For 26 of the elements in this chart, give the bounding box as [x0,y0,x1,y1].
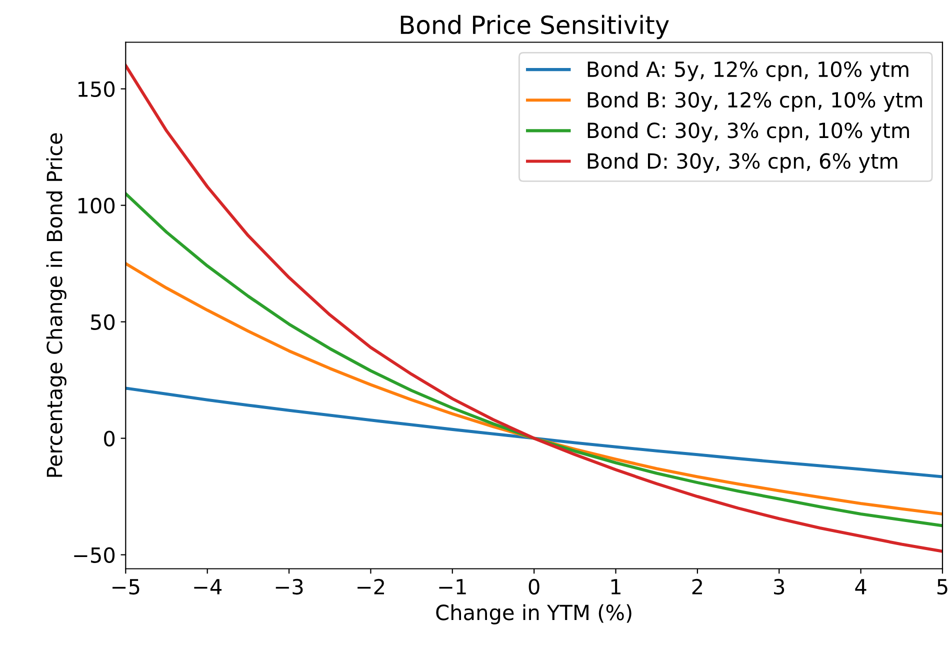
legend-label: Bond D: 30y, 3% cpn, 6% ytm [588,152,898,173]
x-tick-label: 2 [692,578,702,594]
x-tick-label: −1 [439,579,466,594]
x-tick-label: −3 [276,578,303,595]
x-axis-title: Change in YTM (%) [436,604,632,624]
line-series [126,192,942,528]
line-series [126,386,942,478]
x-tick-label: 4 [855,579,866,594]
x-tick-label: −4 [194,579,222,594]
y-tick-label: 150 [78,81,115,98]
chart-title: Bond Price Sensitivity [400,14,669,40]
legend-label: Bond B: 30y, 12% cpn, 10% ytm [588,92,922,112]
y-axis-title: Percentage Change in Bond Price [46,133,66,477]
x-tick-label: 0 [528,578,540,595]
x-tick-label: 1 [611,579,620,594]
x-tick-label: −5 [112,579,140,595]
legend-label: Bond A: 5y, 12% cpn, 10% ytm [588,61,908,82]
legend-label: Bond C: 30y, 3% cpn, 10% ytm [588,122,909,142]
y-tick-label: 50 [91,314,115,330]
y-tick-label: −50 [74,547,115,563]
line-series [126,262,942,516]
x-tick-label: 3 [774,578,784,595]
x-tick-label: −2 [358,578,384,594]
y-tick-label: 0 [104,430,115,446]
y-tick-label: 100 [78,198,115,214]
x-tick-label: 5 [937,579,948,595]
